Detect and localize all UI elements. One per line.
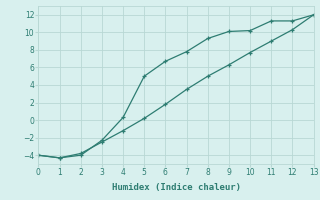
X-axis label: Humidex (Indice chaleur): Humidex (Indice chaleur) xyxy=(111,183,241,192)
